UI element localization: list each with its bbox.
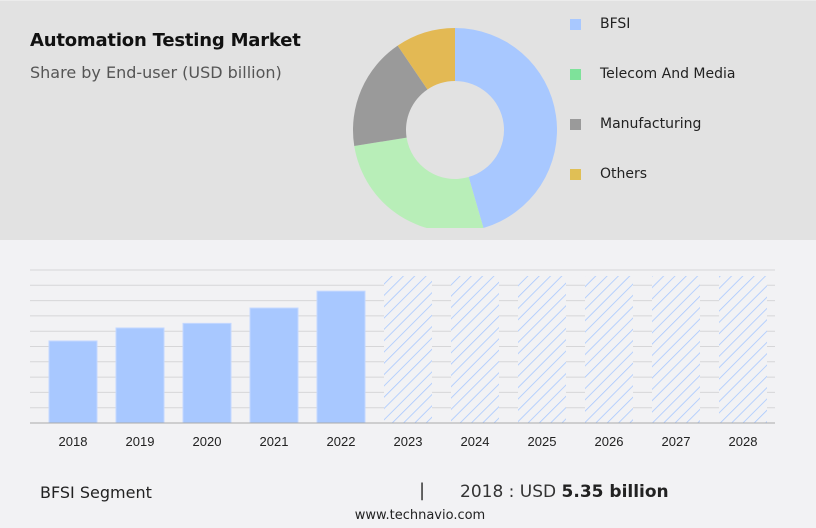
donut-slice-bfsi [455, 28, 557, 228]
forecast-bar-2024 [451, 276, 499, 423]
segment-value: 2018 : USD 5.35 billion [460, 482, 669, 502]
segment-label: BFSI Segment [40, 483, 152, 502]
year-label: 2020 [193, 434, 222, 449]
legend-label: Manufacturing [600, 116, 702, 132]
legend-item-manufacturing: Manufacturing [570, 114, 701, 134]
donut-chart [353, 28, 557, 228]
year-label: 2025 [528, 434, 557, 449]
forecast-bar-2026 [585, 276, 633, 423]
donut-slice-others [397, 28, 455, 90]
bar-2019 [115, 327, 165, 424]
bar-2021 [249, 307, 299, 424]
year-label: 2026 [595, 434, 624, 449]
source-url[interactable]: www.technavio.com [354, 508, 486, 523]
year-label: 2027 [662, 434, 691, 449]
legend-swatch-icon [570, 18, 581, 30]
value-highlight: 5.35 billion [561, 482, 669, 502]
bar-2020 [182, 322, 232, 424]
forecast-bar-2025 [518, 276, 566, 423]
legend-swatch-icon [570, 68, 581, 80]
legend-item-others: Others [570, 164, 647, 184]
forecast-bar-2027 [652, 276, 700, 423]
donut-slice-telecom-and-media [354, 137, 484, 228]
legend-item-telecom: Telecom And Media [570, 64, 735, 84]
bar-2022 [316, 290, 366, 424]
legend-label: Others [600, 166, 648, 182]
year-label: 2021 [260, 434, 289, 449]
chart-title: Automation Testing Market [30, 30, 301, 51]
year-label: 2018 [59, 434, 88, 449]
forecast-bar-2023 [384, 276, 432, 423]
legend-swatch-icon [570, 168, 581, 180]
legend-label: BFSI [600, 16, 631, 32]
chart-subtitle: Share by End-user (USD billion) [30, 63, 282, 82]
year-label: 2022 [327, 434, 356, 449]
forecast-bar-2028 [719, 276, 767, 423]
year-label: 2028 [729, 434, 758, 449]
donut-slice-manufacturing [353, 45, 428, 146]
legend-label: Telecom And Media [600, 66, 736, 82]
footer-separator: | [419, 480, 426, 501]
bar-2018 [48, 340, 98, 424]
legend-swatch-icon [570, 118, 581, 130]
year-label: 2019 [126, 434, 155, 449]
year-prefix: 2018 : USD [460, 482, 557, 502]
year-label: 2023 [394, 434, 423, 449]
legend-item-bfsi: BFSI [570, 14, 630, 34]
year-label: 2024 [461, 434, 490, 449]
